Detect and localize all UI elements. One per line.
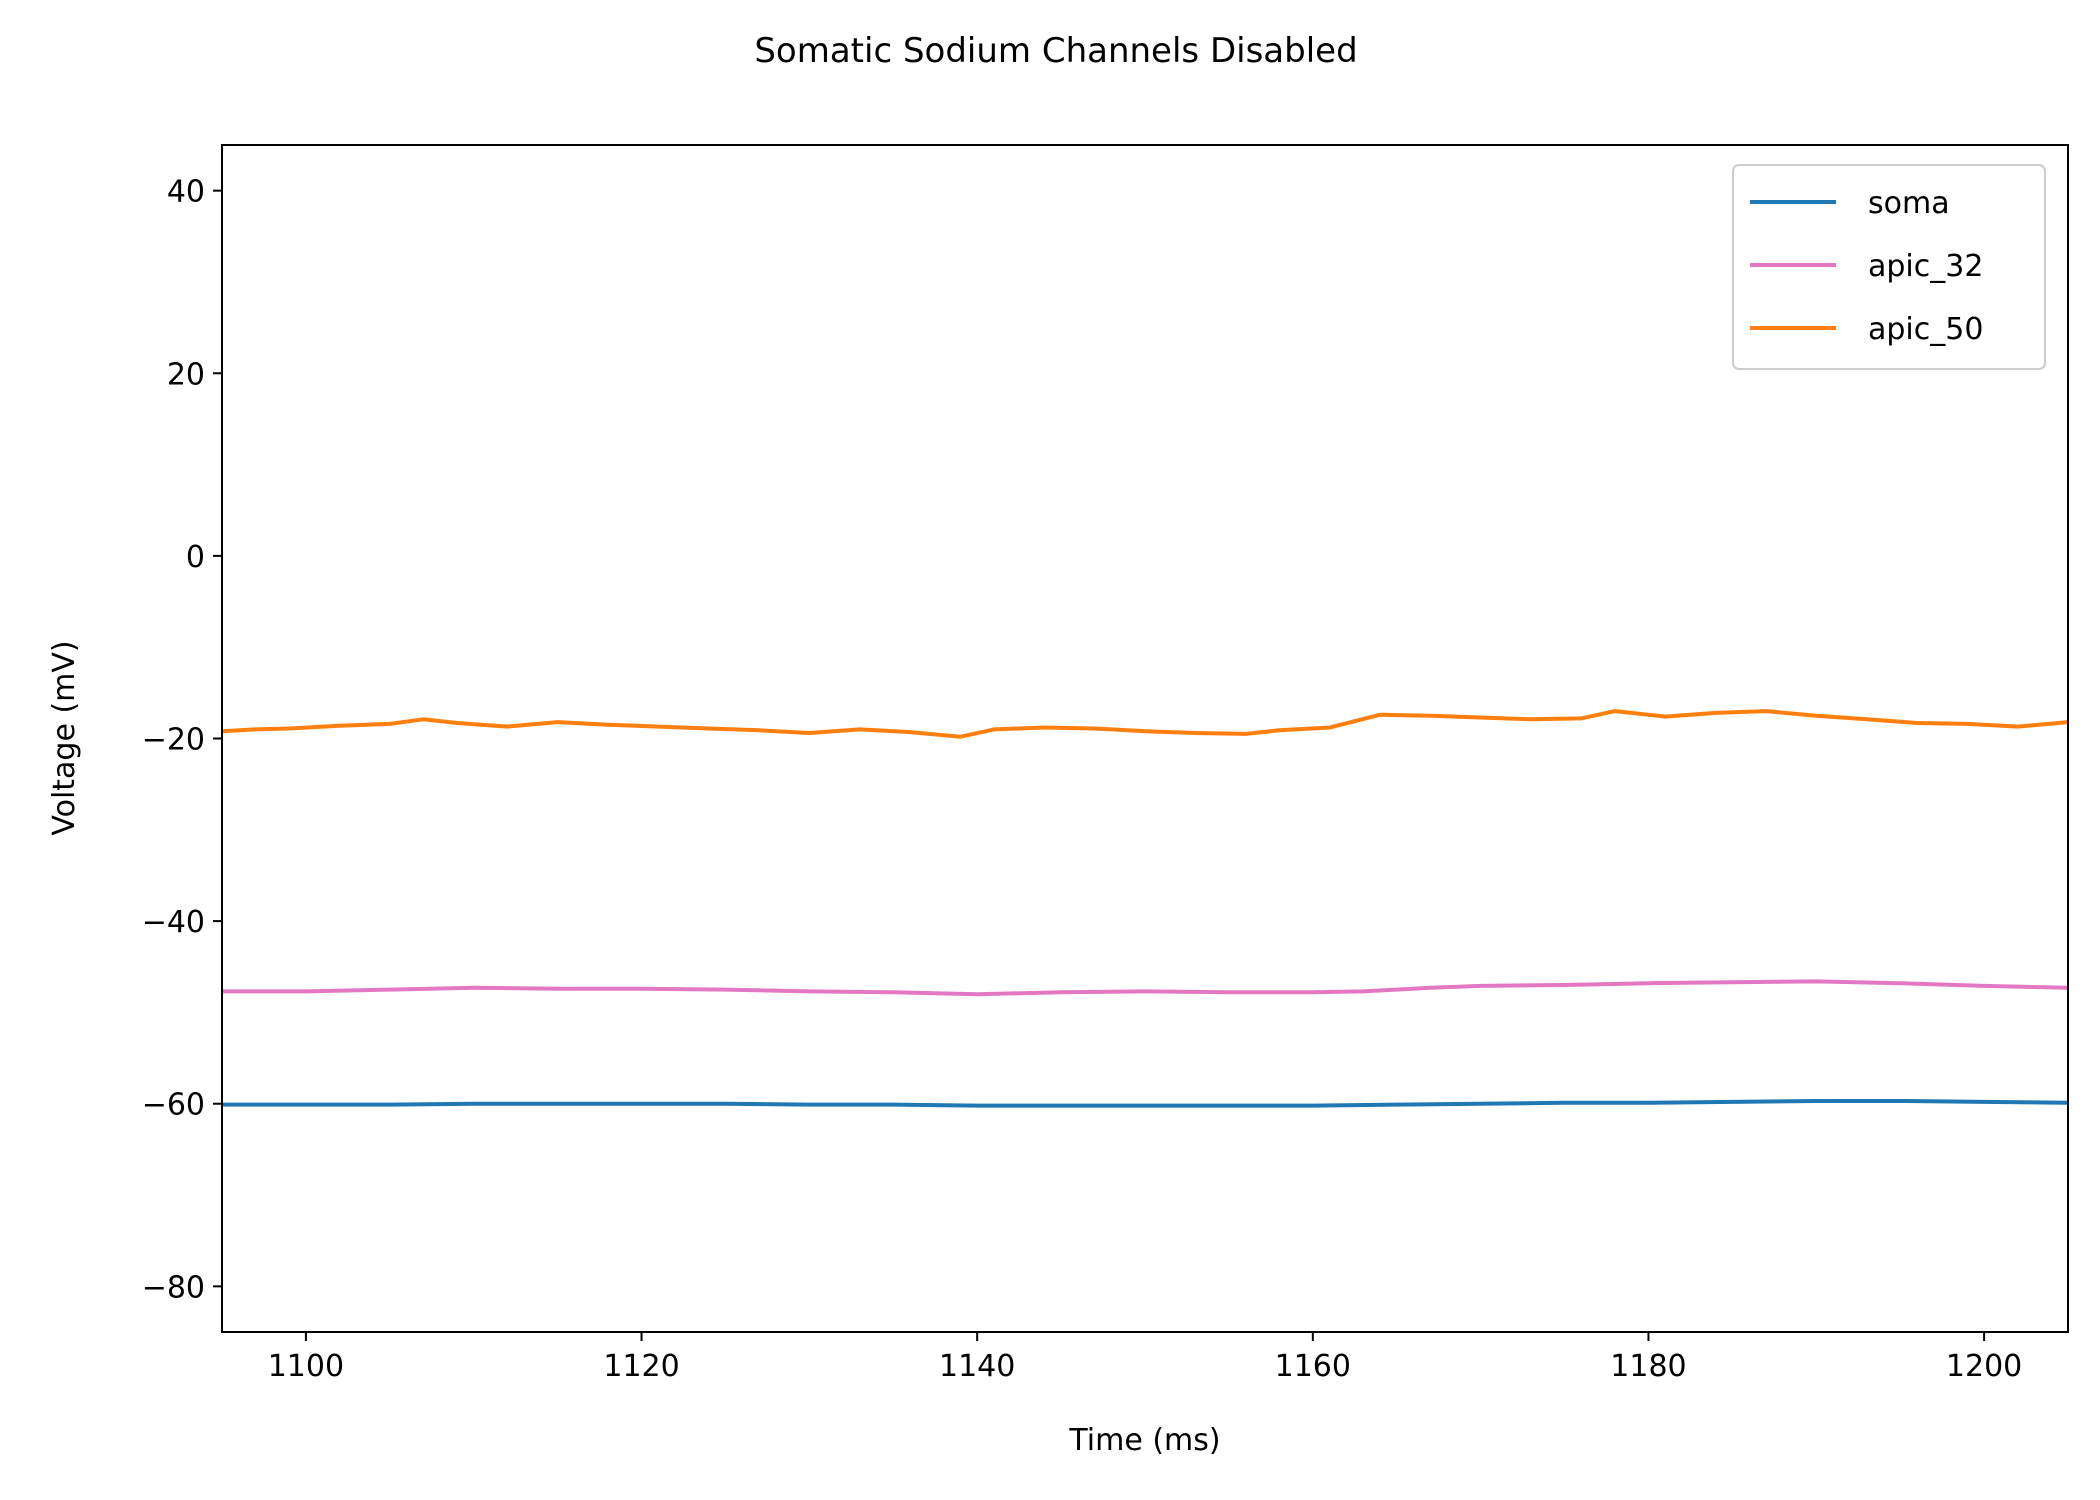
series-line-apic-32	[222, 979, 2068, 997]
x-axis: 1100 1120 1140 1160 1180 1200	[268, 1332, 2022, 1384]
x-tick-label: 1100	[268, 1349, 344, 1384]
x-tick-label: 1200	[1946, 1349, 2022, 1384]
series-line-apic-50	[222, 709, 2068, 739]
legend-label: apic_32	[1868, 249, 1983, 284]
legend: soma apic_32 apic_50	[1732, 164, 2046, 370]
y-tick-label: 0	[186, 540, 205, 575]
y-tick-label: 20	[167, 357, 205, 392]
x-tick-label: 1140	[939, 1349, 1015, 1384]
x-tick-label: 1160	[1275, 1349, 1351, 1384]
y-tick-label: −80	[142, 1270, 205, 1305]
series-line-soma	[222, 1099, 2068, 1108]
y-tick-label: −20	[142, 723, 205, 758]
legend-entries: soma apic_32 apic_50	[1750, 186, 1983, 347]
x-tick-label: 1120	[603, 1349, 679, 1384]
series-layer	[222, 709, 2068, 1108]
chart-title: Somatic Sodium Channels Disabled	[754, 31, 1357, 71]
y-tick-label: −40	[142, 905, 205, 940]
legend-frame	[1732, 164, 2046, 370]
legend-label: soma	[1868, 186, 1950, 221]
legend-label: apic_50	[1868, 312, 1983, 347]
y-axis-label: Voltage (mV)	[47, 640, 82, 835]
x-tick-label: 1180	[1610, 1349, 1686, 1384]
y-axis: 40 20 0 −20 −40 −60 −80	[142, 175, 222, 1305]
x-axis-label: Time (ms)	[1068, 1423, 1220, 1458]
y-tick-label: −60	[142, 1088, 205, 1123]
y-tick-label: 40	[167, 175, 205, 210]
